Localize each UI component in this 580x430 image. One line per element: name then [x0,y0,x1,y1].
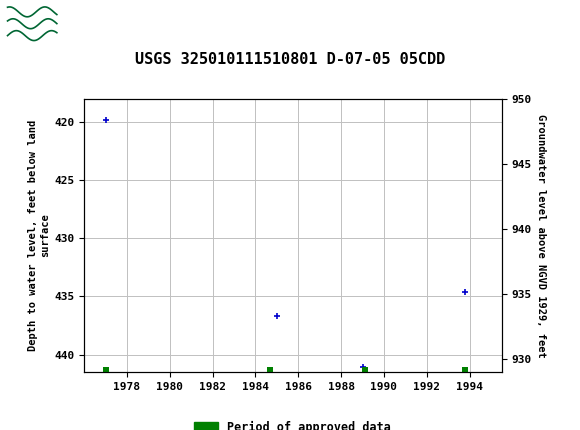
Text: USGS 325010111510801 D-07-05 05CDD: USGS 325010111510801 D-07-05 05CDD [135,52,445,67]
Legend: Period of approved data: Period of approved data [190,416,396,430]
Y-axis label: Depth to water level, feet below land
surface: Depth to water level, feet below land su… [28,120,50,351]
Y-axis label: Groundwater level above NGVD 1929, feet: Groundwater level above NGVD 1929, feet [536,114,546,357]
Text: USGS: USGS [67,14,135,34]
Bar [5,4,60,45]
